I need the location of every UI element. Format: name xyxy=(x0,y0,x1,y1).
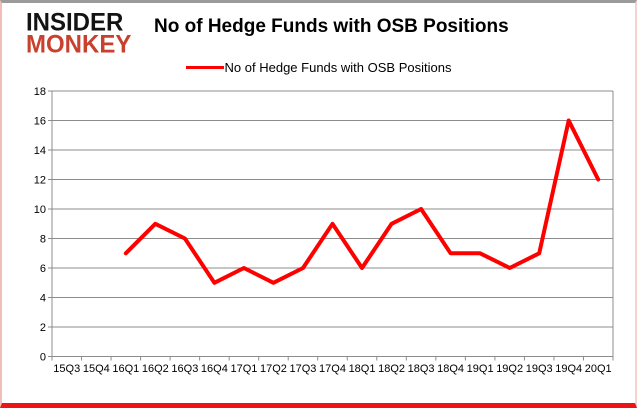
insider-monkey-logo: INSIDER MONKEY xyxy=(26,8,132,59)
logo-line-monkey: MONKEY xyxy=(26,30,132,59)
y-axis-label: 6 xyxy=(40,263,46,275)
x-axis-label: 16Q3 xyxy=(171,363,198,375)
x-axis-label: 18Q1 xyxy=(349,363,376,375)
y-axis-label: 0 xyxy=(40,352,46,364)
x-axis-label: 16Q1 xyxy=(112,363,139,375)
y-axis-label: 10 xyxy=(34,204,46,216)
x-axis-label: 19Q3 xyxy=(526,363,553,375)
x-axis-label: 19Q1 xyxy=(467,363,494,375)
legend-label: No of Hedge Funds with OSB Positions xyxy=(224,60,452,75)
y-axis-label: 12 xyxy=(34,175,46,187)
page-title: No of Hedge Funds with OSB Positions xyxy=(154,16,509,37)
x-axis-label: 16Q2 xyxy=(142,363,169,375)
x-axis-label: 18Q3 xyxy=(408,363,435,375)
x-axis-label: 17Q3 xyxy=(290,363,317,375)
y-axis-label: 8 xyxy=(40,234,46,246)
x-axis-label: 17Q4 xyxy=(319,363,346,375)
x-axis-label: 18Q4 xyxy=(437,363,464,375)
x-axis-label: 15Q4 xyxy=(83,363,110,375)
x-axis-label: 19Q4 xyxy=(555,363,582,375)
x-axis-label: 17Q2 xyxy=(260,363,287,375)
y-axis-label: 14 xyxy=(34,145,46,157)
x-axis-label: 17Q1 xyxy=(230,363,257,375)
x-axis-label: 19Q2 xyxy=(496,363,523,375)
x-axis-label: 20Q1 xyxy=(585,363,612,375)
x-axis-label: 18Q2 xyxy=(378,363,405,375)
y-axis-label: 4 xyxy=(40,293,46,305)
x-axis-label: 16Q4 xyxy=(201,363,228,375)
legend-line-swatch xyxy=(185,66,224,69)
x-axis-label: 15Q3 xyxy=(53,363,80,375)
y-axis-label: 16 xyxy=(34,116,46,128)
series-line xyxy=(123,118,601,285)
y-axis-label: 2 xyxy=(40,322,46,334)
chart-legend: No of Hedge Funds with OSB Positions xyxy=(2,60,635,75)
logo-line-insider: INSIDER xyxy=(26,8,124,37)
y-axis-label: 18 xyxy=(34,86,46,98)
